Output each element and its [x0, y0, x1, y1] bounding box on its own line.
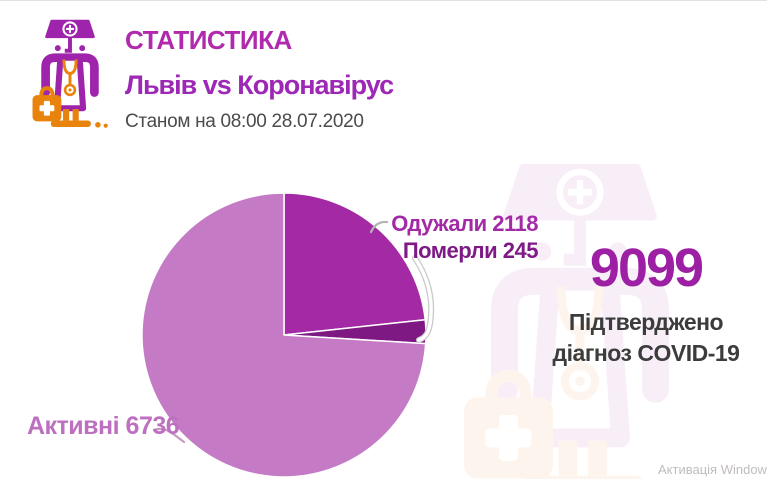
as-of-date: Станом на 08:00 28.07.2020	[125, 111, 364, 132]
callout-recovered-died: Одужали 2118 Померли 245	[366, 210, 538, 264]
confirmed-caption-line2: діагноз COVID-19	[552, 340, 740, 366]
confirmed-total: 9099	[589, 238, 704, 298]
confirmed-summary: 9099 Підтверджено діагноз COVID-19	[534, 241, 758, 369]
pie-slice-died	[283, 318, 427, 345]
died-callout-bracket	[413, 256, 433, 342]
page-subtitle: Львів vs Коронавірус	[125, 70, 394, 100]
page-title: СТАТИСТИКА	[125, 25, 292, 55]
callout-recovered-label: Одужали 2118	[391, 211, 538, 236]
doctor-icon	[22, 15, 118, 137]
header: СТАТИСТИКА Львів vs Коронавірус Станом н…	[125, 25, 394, 132]
callout-active-label: Активні 6736	[27, 412, 180, 440]
windows-activation-watermark: Активація Windows	[658, 462, 767, 477]
confirmed-caption-line1: Підтверджено	[568, 309, 724, 335]
callout-died-label: Померли 245	[402, 238, 539, 263]
died-callout-bracket-outline	[412, 255, 435, 343]
